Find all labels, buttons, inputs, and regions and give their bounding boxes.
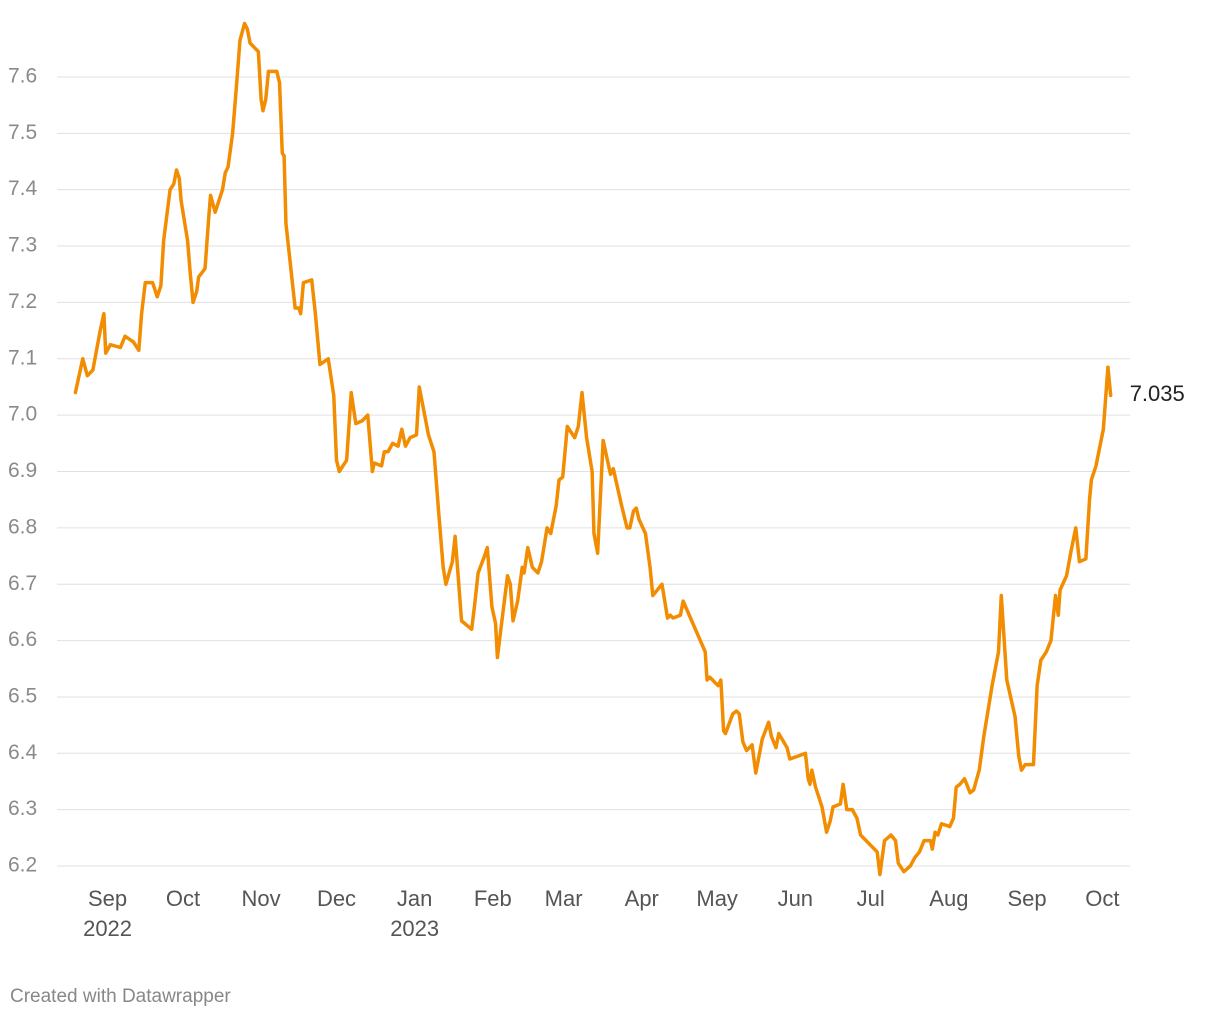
y-tick-label: 6.4 bbox=[8, 741, 38, 764]
x-tick-label: May bbox=[696, 886, 738, 911]
y-tick-label: 6.6 bbox=[8, 628, 37, 651]
x-tick-label: Jun bbox=[778, 886, 813, 911]
y-tick-label: 6.2 bbox=[8, 854, 37, 877]
line bbox=[73, 21, 1113, 877]
y-tick-label: 7.2 bbox=[8, 290, 37, 313]
y-tick-label: 6.9 bbox=[8, 459, 37, 482]
y-tick-label: 7.4 bbox=[8, 177, 38, 200]
y-tick-label: 7.0 bbox=[8, 403, 37, 426]
x-tick-label: Sep bbox=[88, 886, 127, 911]
x-tick-label: Sep bbox=[1007, 886, 1046, 911]
credit: Created with Datawrapper bbox=[10, 986, 231, 1007]
x-tick-label: Nov bbox=[242, 886, 281, 911]
value-label: 7.035 bbox=[1130, 381, 1185, 406]
x-year-label: 2023 bbox=[390, 916, 439, 941]
x-tick-label: Mar bbox=[545, 886, 583, 911]
x-tick-label: Jul bbox=[857, 886, 885, 911]
x-year-label: 2022 bbox=[83, 916, 132, 941]
x-tick-label: Jan bbox=[397, 886, 432, 911]
y-tick-label: 6.7 bbox=[8, 572, 37, 595]
y-tick-label: 6.5 bbox=[8, 684, 37, 707]
x-tick-label: Dec bbox=[317, 886, 356, 911]
y-tick-label: 7.5 bbox=[8, 121, 37, 144]
y-tick-label: 6.3 bbox=[8, 797, 37, 820]
x-tick-label: Oct bbox=[166, 886, 200, 911]
x-tick-label: Feb bbox=[474, 886, 512, 911]
x-tick-label: Apr bbox=[625, 886, 659, 911]
y-tick-label: 7.3 bbox=[8, 234, 37, 257]
y-tick-label: 6.8 bbox=[8, 515, 37, 538]
y-tick-label: 7.6 bbox=[8, 65, 37, 88]
y-tick-label: 7.1 bbox=[8, 346, 37, 369]
x-tick-label: Aug bbox=[929, 886, 968, 911]
x-tick-label: Oct bbox=[1085, 886, 1119, 911]
